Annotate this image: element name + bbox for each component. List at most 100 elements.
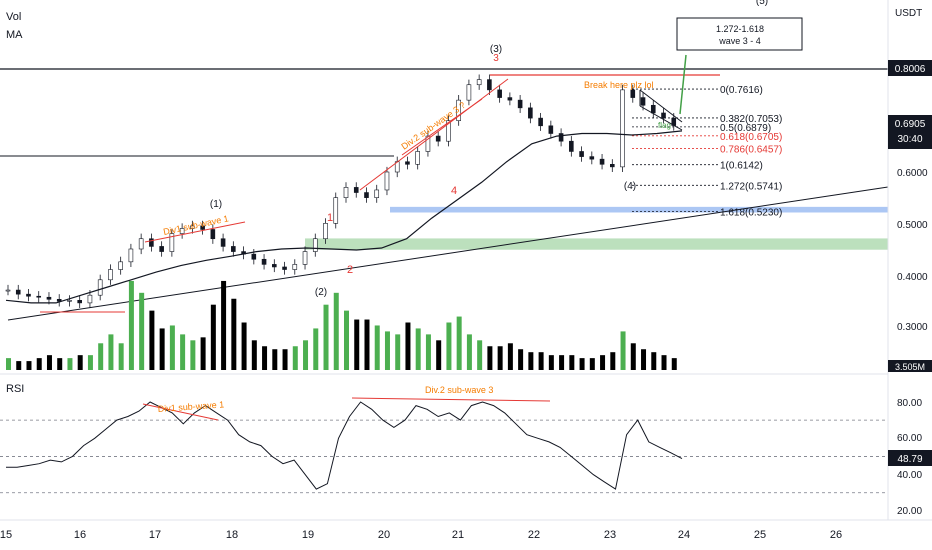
volume-bar [600,355,606,370]
candle-body [476,79,482,86]
volume-bar [231,298,237,370]
date-tick-label: 25 [754,529,766,541]
subwave4-label: 4 [451,185,457,197]
volume-bar [364,319,370,370]
fib-level-label: 0.786(0.6457) [720,145,782,156]
candle-body [26,293,31,297]
candle-body [128,248,134,263]
volume-bar [67,358,73,370]
candle-body [487,79,492,91]
volume-bar [630,343,636,370]
volume-bar [77,355,83,370]
candle-body [650,104,656,114]
volume-bar [507,343,513,370]
volume-bar [374,325,380,370]
candle-body [528,107,533,119]
volume-bar [641,349,647,370]
volume-bar [559,355,565,370]
fib-level-label: 0.5(0.6879) [720,123,771,134]
fib-level-label: 0.618(0.6705) [720,132,782,143]
date-tick-label: 26 [830,529,842,541]
volume-bar [190,340,196,370]
candle-body [312,238,318,252]
rsi-indicator-label: RSI [6,383,24,395]
rsi-badge-text: 48.79 [897,454,922,465]
wave5-label: (5) [756,0,768,7]
candle-body [507,97,513,101]
candle-body [108,269,113,281]
volume-bar [610,352,616,370]
candle-body [15,289,21,295]
high-level-badge [888,60,932,76]
projection-arrow [679,54,687,115]
volume-bar [661,355,667,370]
wave4-label: (4) [624,181,636,192]
date-tick-label: 16 [74,529,86,541]
volume-bar [303,340,309,370]
date-tick-label: 22 [528,529,540,541]
support-zone-green [305,238,888,250]
candle-body [415,151,420,165]
current-price-badge [888,115,932,149]
volume-bar [651,352,657,370]
moving-average-indicator-label: MA [6,29,23,41]
break-note-label: Break here plz lol [584,80,654,90]
rsi-tick-label: 40.00 [897,470,922,481]
candle-body [456,99,461,121]
volume-bar [292,346,298,370]
high-level-badge-text: 0.8006 [895,64,926,75]
candle-body [569,140,574,152]
candle-body [272,264,277,268]
volume-bar [118,343,124,370]
candle-body [558,133,564,142]
rsi-tick-label: 20.00 [897,506,922,517]
volume-bar [446,322,452,370]
countdown-text: 30:40 [897,134,922,145]
volume-bar [528,352,534,370]
candle-body [538,117,543,127]
volume-bar [323,304,329,370]
candle-body [333,197,339,224]
candle-body [179,228,185,234]
rsi-line [6,401,683,490]
fib-level-label: 0.382(0.7053) [720,114,782,125]
volume-bar [87,355,93,370]
volume-bar [671,358,677,370]
volume-bar [384,331,390,370]
currency-label: USDT [895,8,922,19]
rsi-badge [888,450,932,466]
volume-bar [569,355,575,370]
price-tick-label: 0.3000 [897,322,928,333]
volume-bar [313,328,319,370]
candle-body [220,238,226,247]
candle-body [517,99,523,109]
volume-badge [888,360,932,372]
volume-bar [436,340,442,370]
candle-body [405,161,410,165]
volume-bar [108,334,114,370]
candle-body [200,225,205,230]
candle-body [610,164,615,168]
volume-bar [487,346,493,370]
volume-badge-text: 3.505M [895,362,925,372]
candle-body [343,187,349,198]
volume-bar [579,358,585,370]
date-tick-label: 21 [452,529,464,541]
volume-bar [620,331,626,370]
date-tick-label: 23 [604,529,616,541]
date-tick-label: 20 [378,529,390,541]
fib-level-label: 0(0.7616) [720,85,763,96]
candle-body [446,120,451,142]
candle-body [353,187,359,193]
date-tick-label: 19 [302,529,314,541]
date-tick-label: 17 [149,529,161,541]
volume-bar [26,361,32,370]
trendline-support [7,186,889,321]
candle-body [159,246,164,252]
volume-bar [333,292,339,370]
candle-body [87,294,93,304]
volume-bar [16,361,22,370]
volume-bar [180,334,186,370]
rsi-tick-label: 80.00 [897,398,922,409]
